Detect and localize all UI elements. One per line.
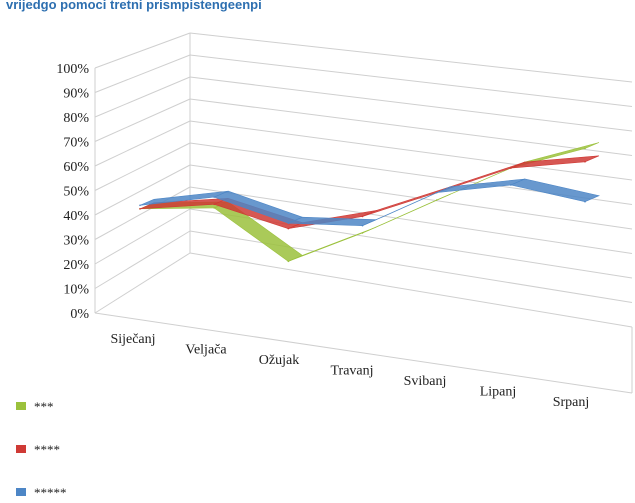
side-gridline bbox=[94, 208, 191, 265]
x-tick-label: Lipanj bbox=[480, 385, 517, 400]
data-point bbox=[139, 208, 141, 210]
y-tick-label: 10% bbox=[63, 283, 89, 298]
x-tick-label: Svibanj bbox=[404, 374, 447, 389]
side-gridline bbox=[94, 230, 191, 289]
side-gridline bbox=[94, 32, 191, 69]
data-point bbox=[584, 147, 586, 150]
y-tick-label: 100% bbox=[56, 62, 89, 77]
legend-label: ***** bbox=[34, 485, 67, 500]
back-gridline bbox=[189, 54, 633, 107]
legend-swatch bbox=[16, 402, 26, 410]
y-tick-label: 70% bbox=[63, 136, 89, 151]
data-point bbox=[510, 184, 512, 186]
y-tick-label: 60% bbox=[63, 160, 89, 175]
data-point bbox=[584, 200, 586, 203]
back-gridline bbox=[189, 120, 633, 181]
y-tick-label: 30% bbox=[63, 234, 89, 249]
series-ribbons bbox=[139, 142, 600, 263]
side-gridline bbox=[94, 54, 191, 93]
x-tick-label: Veljača bbox=[185, 343, 227, 358]
data-point bbox=[287, 260, 290, 263]
data-point bbox=[213, 203, 215, 206]
legend-label: **** bbox=[34, 442, 60, 457]
back-gridline bbox=[189, 230, 633, 303]
x-tick-label: Travanj bbox=[330, 364, 373, 379]
back-gridline bbox=[189, 252, 633, 328]
y-tick-label: 90% bbox=[63, 87, 89, 102]
series-ribbon-3 bbox=[139, 178, 600, 227]
back-gridline bbox=[189, 32, 633, 83]
legend-swatch bbox=[16, 488, 26, 496]
x-tick-label: Ožujak bbox=[259, 353, 299, 368]
side-gridline bbox=[94, 142, 191, 191]
data-point bbox=[287, 222, 290, 224]
data-point bbox=[435, 191, 438, 194]
y-tick-label: 50% bbox=[63, 185, 89, 200]
data-point bbox=[435, 199, 438, 201]
data-point bbox=[361, 215, 364, 218]
data-point bbox=[584, 161, 586, 163]
ribbon-segment bbox=[510, 155, 600, 169]
data-point bbox=[139, 204, 141, 207]
x-axis-ticks: Siječanj Veljača Ožujak Travanj Svibanj Lipan… bbox=[110, 332, 589, 410]
data-point bbox=[213, 196, 215, 198]
ribbon-segment bbox=[288, 226, 377, 262]
side-gridline bbox=[94, 164, 191, 216]
data-point bbox=[287, 227, 290, 230]
y-tick-label: 80% bbox=[63, 111, 89, 126]
back-gridline bbox=[189, 186, 633, 254]
ribbon-segment bbox=[509, 178, 600, 203]
data-point bbox=[361, 224, 364, 227]
y-tick-label: 20% bbox=[63, 258, 89, 273]
side-gridline bbox=[94, 76, 191, 118]
legend-label: *** bbox=[34, 399, 54, 414]
x-tick-label: Siječanj bbox=[110, 332, 155, 347]
y-tick-label: 0% bbox=[70, 307, 89, 322]
x-tick-label: Srpanj bbox=[553, 395, 590, 410]
data-point bbox=[510, 167, 512, 169]
back-gridline bbox=[189, 98, 633, 156]
side-gridline bbox=[94, 186, 191, 240]
side-gridline bbox=[94, 120, 191, 167]
back-gridline bbox=[189, 76, 633, 132]
gridlines bbox=[94, 32, 633, 328]
data-point bbox=[361, 232, 364, 234]
floor-front-edge bbox=[94, 312, 633, 394]
legend-swatch bbox=[16, 445, 26, 453]
page-header-text: vrijedgo pomoci tretni prismpistengeenpi bbox=[6, 0, 262, 12]
data-point bbox=[213, 207, 215, 209]
y-axis-ticks: 0% 10% 20% 30% 40% 50% 60% 70% 80% 90% 100% bbox=[56, 62, 89, 322]
side-gridline bbox=[94, 252, 191, 314]
ribbon-segment bbox=[362, 186, 451, 217]
legend: ************ bbox=[16, 399, 67, 500]
back-gridline bbox=[189, 164, 633, 230]
y-tick-label: 40% bbox=[63, 209, 89, 224]
side-gridline bbox=[94, 98, 191, 142]
